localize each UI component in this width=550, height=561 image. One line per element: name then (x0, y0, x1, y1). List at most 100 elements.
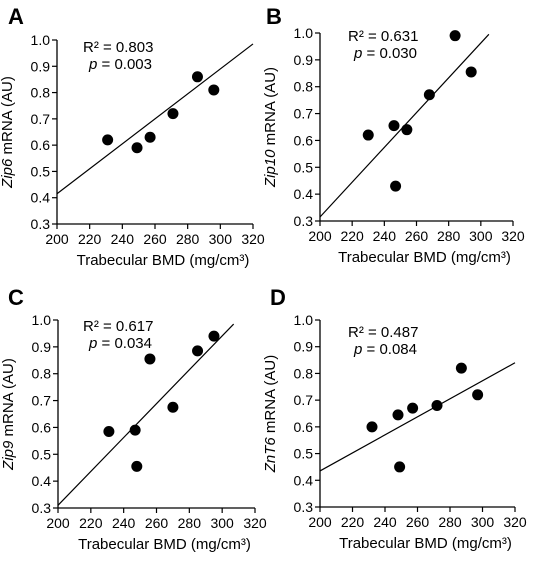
y-tick-label: 0.7 (31, 111, 51, 127)
y-tick-label: 0.9 (294, 52, 314, 68)
data-point (144, 353, 156, 365)
data-point (472, 389, 484, 401)
data-point (191, 71, 203, 83)
data-point (392, 409, 404, 421)
panel-letter: A (8, 4, 24, 29)
panel-a: 200 220 240 260 280 300 320 0.3 0.4 0.5 0.6 0.7 0.8 0… (0, 4, 265, 269)
y-tick-label: 1.0 (294, 25, 314, 41)
y-axis-label-rest: mRNA (AU) (262, 67, 279, 150)
panel-letter: B (266, 4, 282, 29)
data-point (390, 180, 402, 192)
p-value-number: = 0.034 (97, 335, 152, 352)
x-tick-label: 320 (501, 228, 525, 244)
x-tick-label: 280 (176, 231, 200, 247)
panel-d: 200 220 240 260 280 300 320 0.3 0.4 0.5 0.6 0.7 0.8 0… (262, 285, 527, 552)
data-point (465, 66, 477, 78)
regression-line (57, 323, 235, 506)
y-axis-label-gene: Zip9 (0, 440, 17, 471)
y-tick-label: 0.6 (32, 419, 52, 435)
panel-b: 200 220 240 260 280 300 320 0.3 0.4 0.5 0.6 0.7 0.8 0… (262, 4, 525, 266)
y-tick-label: 0.6 (294, 132, 314, 148)
data-point (208, 330, 220, 342)
r-squared-annotation: R² = 0.487 (348, 324, 418, 341)
y-axis-label-gene: ZnT6 (262, 437, 279, 474)
p-value-number: = 0.003 (97, 56, 152, 73)
data-point (394, 461, 406, 473)
panel-letter: C (8, 285, 24, 310)
y-tick-label: 0.4 (31, 190, 51, 206)
x-tick-label: 240 (111, 231, 135, 247)
y-tick-label: 0.4 (32, 473, 52, 489)
r-squared-annotation: R² = 0.617 (83, 318, 153, 335)
data-point (431, 399, 443, 411)
y-tick-label: 0.3 (32, 500, 52, 516)
p-value-annotation: p = 0.003 (88, 56, 152, 73)
x-tick-label: 220 (340, 228, 364, 244)
y-tick-label: 0.8 (294, 365, 314, 381)
r-squared-annotation: R² = 0.803 (83, 39, 153, 56)
data-point (131, 142, 143, 154)
x-tick-label: 320 (241, 231, 265, 247)
p-value-annotation: p = 0.084 (353, 341, 417, 358)
p-value-number: = 0.084 (362, 341, 417, 358)
x-tick-label: 300 (471, 514, 495, 530)
y-tick-label: 1.0 (31, 32, 51, 48)
x-tick-label: 260 (405, 228, 429, 244)
x-tick-label: 280 (438, 514, 462, 530)
y-axis-label: Zip9 mRNA (AU) (0, 358, 17, 471)
x-tick-label: 220 (341, 514, 365, 530)
y-axis-label: Zip6 mRNA (AU) (0, 76, 16, 189)
x-tick-label: 240 (373, 228, 397, 244)
y-tick-label: 0.8 (32, 366, 52, 382)
y-axis-label-rest: mRNA (AU) (262, 355, 279, 438)
x-tick-label: 300 (209, 231, 233, 247)
data-point (407, 402, 419, 414)
data-point (144, 131, 156, 143)
y-tick-label: 0.7 (32, 393, 52, 409)
x-tick-label: 240 (112, 515, 136, 531)
x-tick-label: 200 (308, 514, 332, 530)
data-point (131, 460, 143, 472)
y-tick-label: 0.4 (294, 186, 314, 202)
x-tick-label: 220 (78, 231, 102, 247)
y-tick-label: 0.6 (31, 137, 51, 153)
panel-c: 200 220 240 260 280 300 320 0.3 0.4 0.5 0.6 0.7 0.8 0… (0, 285, 267, 553)
y-tick-label: 0.4 (294, 472, 314, 488)
r-squared-annotation: R² = 0.631 (348, 28, 418, 45)
y-axis-label-rest: mRNA (AU) (0, 76, 16, 159)
y-tick-label: 1.0 (294, 312, 314, 328)
y-tick-label: 0.9 (31, 58, 51, 74)
y-tick-label: 1.0 (32, 312, 52, 328)
x-tick-label: 280 (437, 228, 461, 244)
x-tick-label: 200 (46, 515, 70, 531)
data-point (167, 401, 179, 413)
y-tick-label: 0.5 (294, 159, 314, 175)
y-tick-label: 0.3 (31, 216, 51, 232)
p-value-symbol: p (353, 341, 362, 358)
x-tick-label: 280 (178, 515, 202, 531)
y-axis-label: Zip10 mRNA (AU) (262, 67, 279, 188)
regression-line (319, 362, 516, 472)
p-value-symbol: p (88, 335, 97, 352)
y-tick-label: 0.5 (294, 446, 314, 462)
x-tick-label: 260 (143, 231, 167, 247)
x-tick-label: 320 (243, 515, 267, 531)
x-tick-label: 320 (503, 514, 527, 530)
data-point (129, 424, 141, 436)
data-point (401, 124, 413, 136)
y-tick-label: 0.9 (32, 339, 52, 355)
x-axis-label: Trabecular BMD (mg/cm³) (339, 535, 512, 552)
data-point (366, 421, 378, 433)
y-tick-label: 0.5 (31, 163, 51, 179)
regression-line (56, 43, 254, 195)
y-tick-label: 0.5 (32, 446, 52, 462)
data-point (388, 120, 400, 132)
data-point (449, 30, 461, 42)
data-point (455, 362, 467, 374)
y-tick-label: 0.6 (294, 419, 314, 435)
panel-letter: D (270, 285, 286, 310)
x-axis-label: Trabecular BMD (mg/cm³) (338, 249, 511, 266)
data-point (208, 84, 220, 96)
x-tick-label: 200 (308, 228, 332, 244)
